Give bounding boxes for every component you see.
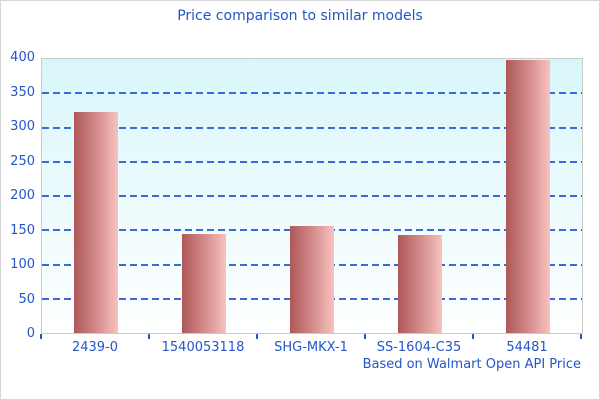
- y-tick-label: 400: [10, 50, 35, 65]
- bar: [182, 233, 226, 333]
- bar: [506, 60, 550, 333]
- x-tick-label: 54481: [506, 340, 548, 355]
- bar: [74, 112, 118, 333]
- x-axis-tick: [256, 334, 258, 339]
- gridline: [42, 126, 582, 129]
- x-tick-label: 2439-0: [71, 340, 119, 355]
- y-tick-label: 300: [10, 119, 35, 134]
- x-axis-tick: [148, 334, 150, 339]
- y-tick-label: 350: [10, 84, 35, 100]
- gridline: [42, 92, 582, 95]
- chart-title: Price comparison to similar models: [177, 8, 423, 24]
- x-axis-ticks: [40, 334, 583, 340]
- x-axis-labels: 2439-0 1540053118 SHG-MKX-1 SS-1604-C35 5448…: [41, 340, 583, 356]
- plot-area: [41, 58, 583, 334]
- x-tick-label: SS-1604-C35: [376, 340, 462, 355]
- x-tick-label: 1540053118: [161, 340, 245, 355]
- y-tick-label: 200: [10, 188, 35, 203]
- y-tick-label: 0: [26, 326, 35, 341]
- bar: [290, 226, 334, 333]
- y-tick-label: 100: [10, 257, 35, 272]
- x-axis-tick: [580, 334, 582, 339]
- y-tick-label: 250: [10, 153, 35, 169]
- x-axis-tick: [364, 334, 366, 339]
- gridline: [42, 195, 582, 197]
- bar: [398, 235, 442, 333]
- y-tick-label: 50: [18, 291, 35, 307]
- chart-caption: Based on Walmart Open API Price: [362, 357, 581, 372]
- y-tick-label: 150: [10, 222, 35, 238]
- x-tick-label: SHG-MKX-1: [274, 340, 348, 355]
- y-axis: 0 50 100 150 200 250 300 350 400: [1, 50, 35, 341]
- x-axis-tick: [40, 334, 42, 339]
- x-axis-tick: [472, 334, 474, 339]
- gridline: [42, 160, 582, 163]
